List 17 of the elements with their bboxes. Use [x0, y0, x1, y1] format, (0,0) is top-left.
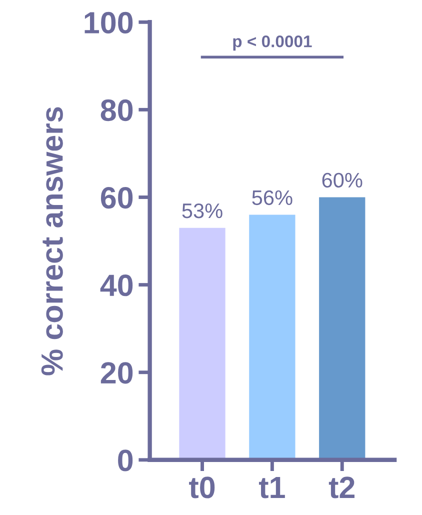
x-tick-label: t1 — [258, 476, 285, 498]
y-tick-label: 0 — [118, 450, 133, 472]
y-axis-title: % correct answers — [41, 107, 63, 376]
y-tick-label: 40 — [100, 274, 133, 296]
bar — [179, 228, 226, 460]
annotation: p < 0.0001 — [233, 36, 312, 51]
x-tick-label: t2 — [328, 476, 354, 498]
data-label: 60% — [322, 172, 362, 188]
y-tick-label: 100 — [84, 12, 133, 34]
y-tick-label: 60 — [100, 186, 133, 209]
x-tick-label: t0 — [189, 476, 215, 498]
y-tick-label: 80 — [100, 99, 133, 122]
data-label: 56% — [252, 190, 292, 206]
data-label: 53% — [182, 203, 222, 218]
y-tick-label: 20 — [100, 362, 133, 384]
bar — [249, 214, 296, 460]
bar — [319, 197, 366, 460]
